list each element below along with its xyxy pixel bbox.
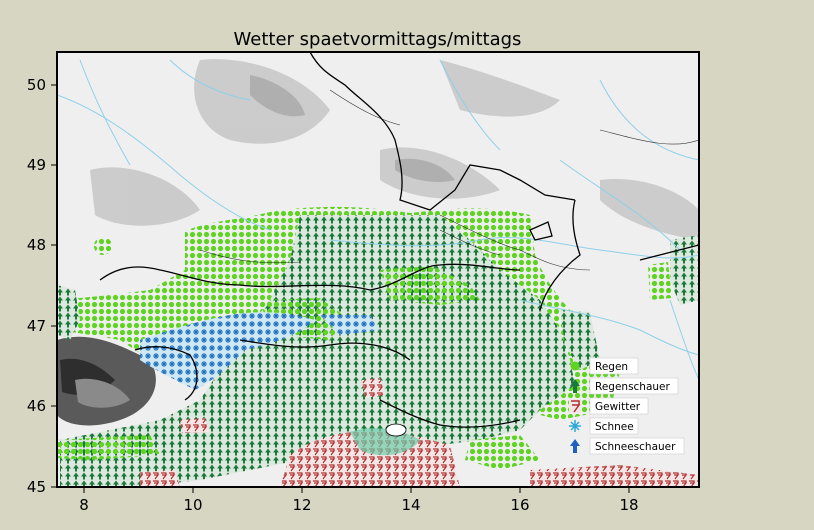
x-tick-label: 14 [401, 496, 420, 514]
y-axis: 50 49 48 47 46 45 [27, 76, 57, 496]
legend-label-regenschauer: Regenschauer [595, 381, 671, 393]
snow-shower-icon [570, 439, 580, 453]
y-tick-label: 50 [27, 76, 46, 94]
x-tick-label: 10 [183, 496, 202, 514]
legend-label-schnee: Schnee [595, 421, 634, 433]
rivers [57, 59, 699, 381]
x-tick-label: 12 [292, 496, 311, 514]
y-tick-label: 46 [27, 397, 46, 415]
legend-item-gewitter: Gewitter [569, 397, 649, 415]
map-title: Wetter spaetvormittags/mittags [233, 29, 522, 50]
x-tick-label: 16 [510, 496, 529, 514]
legend-item-regen: Regen [570, 357, 639, 375]
legend-item-regenschauer: Regenschauer [570, 377, 679, 395]
plot-frame [56, 51, 700, 488]
y-tick-label: 45 [27, 478, 46, 496]
terrain-relief [90, 59, 699, 240]
dot-icon [570, 361, 580, 371]
legend-label-regen: Regen [595, 361, 628, 373]
y-tick-label: 48 [27, 236, 46, 254]
x-tick-label: 18 [619, 496, 638, 514]
legend-label-schneeschauer: Schneeschauer [595, 441, 676, 453]
country-borders [99, 52, 699, 428]
legend-item-schneeschauer: Schneeschauer [570, 437, 685, 455]
legend-item-schnee: Schnee [569, 417, 639, 435]
map-legend: Regen Regenschauer Gewitter Schnee Schne… [569, 357, 685, 455]
x-axis: 8 10 12 14 16 18 [79, 487, 639, 514]
y-tick-label: 47 [27, 317, 46, 335]
x-tick-label: 8 [79, 496, 89, 514]
snow-area [140, 312, 315, 390]
legend-label-gewitter: Gewitter [595, 401, 641, 413]
alpine-relief [57, 336, 156, 426]
tree-shower-icon [570, 379, 580, 393]
thunder-area-south [280, 431, 460, 487]
snowflake-icon [569, 420, 581, 432]
lightning-icon [571, 400, 581, 413]
y-tick-label: 49 [27, 156, 46, 174]
